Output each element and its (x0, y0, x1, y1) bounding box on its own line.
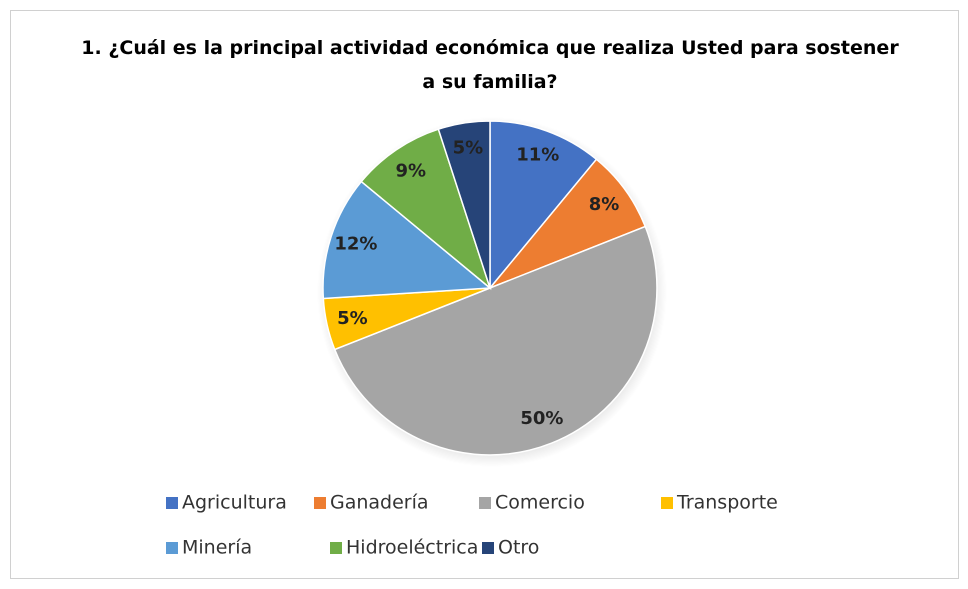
data-label: 11% (516, 144, 559, 165)
data-label: 8% (589, 194, 620, 215)
pie-slice (489, 120, 598, 291)
legend-swatch (661, 497, 673, 509)
data-label: 9% (395, 160, 426, 181)
data-label: 5% (453, 138, 484, 159)
data-label: 50% (520, 408, 563, 429)
pie-slice (322, 180, 492, 300)
pie-slice (333, 225, 658, 456)
data-label: 12% (334, 233, 377, 254)
legend-label: Agricultura (182, 492, 287, 514)
legend-label: Ganadería (330, 492, 429, 514)
legend-label: Comercio (495, 492, 585, 514)
legend-label: Hidroeléctrica (346, 537, 478, 559)
legend-swatch (166, 542, 178, 554)
pie-slice (360, 128, 492, 291)
data-label: 5% (337, 308, 368, 329)
legend-label: Minería (182, 537, 252, 559)
legend-swatch (330, 542, 342, 554)
legend-label: Otro (498, 537, 539, 559)
legend-box (160, 480, 800, 572)
pie-slice (437, 120, 491, 289)
legend-label: Transporte (676, 492, 778, 514)
legend-swatch (314, 497, 326, 509)
legend-swatch (479, 497, 491, 509)
legend-swatch (482, 542, 494, 554)
legend-swatch (166, 497, 178, 509)
chart-title: 1. ¿Cuál es la principal actividad econó… (81, 37, 899, 93)
